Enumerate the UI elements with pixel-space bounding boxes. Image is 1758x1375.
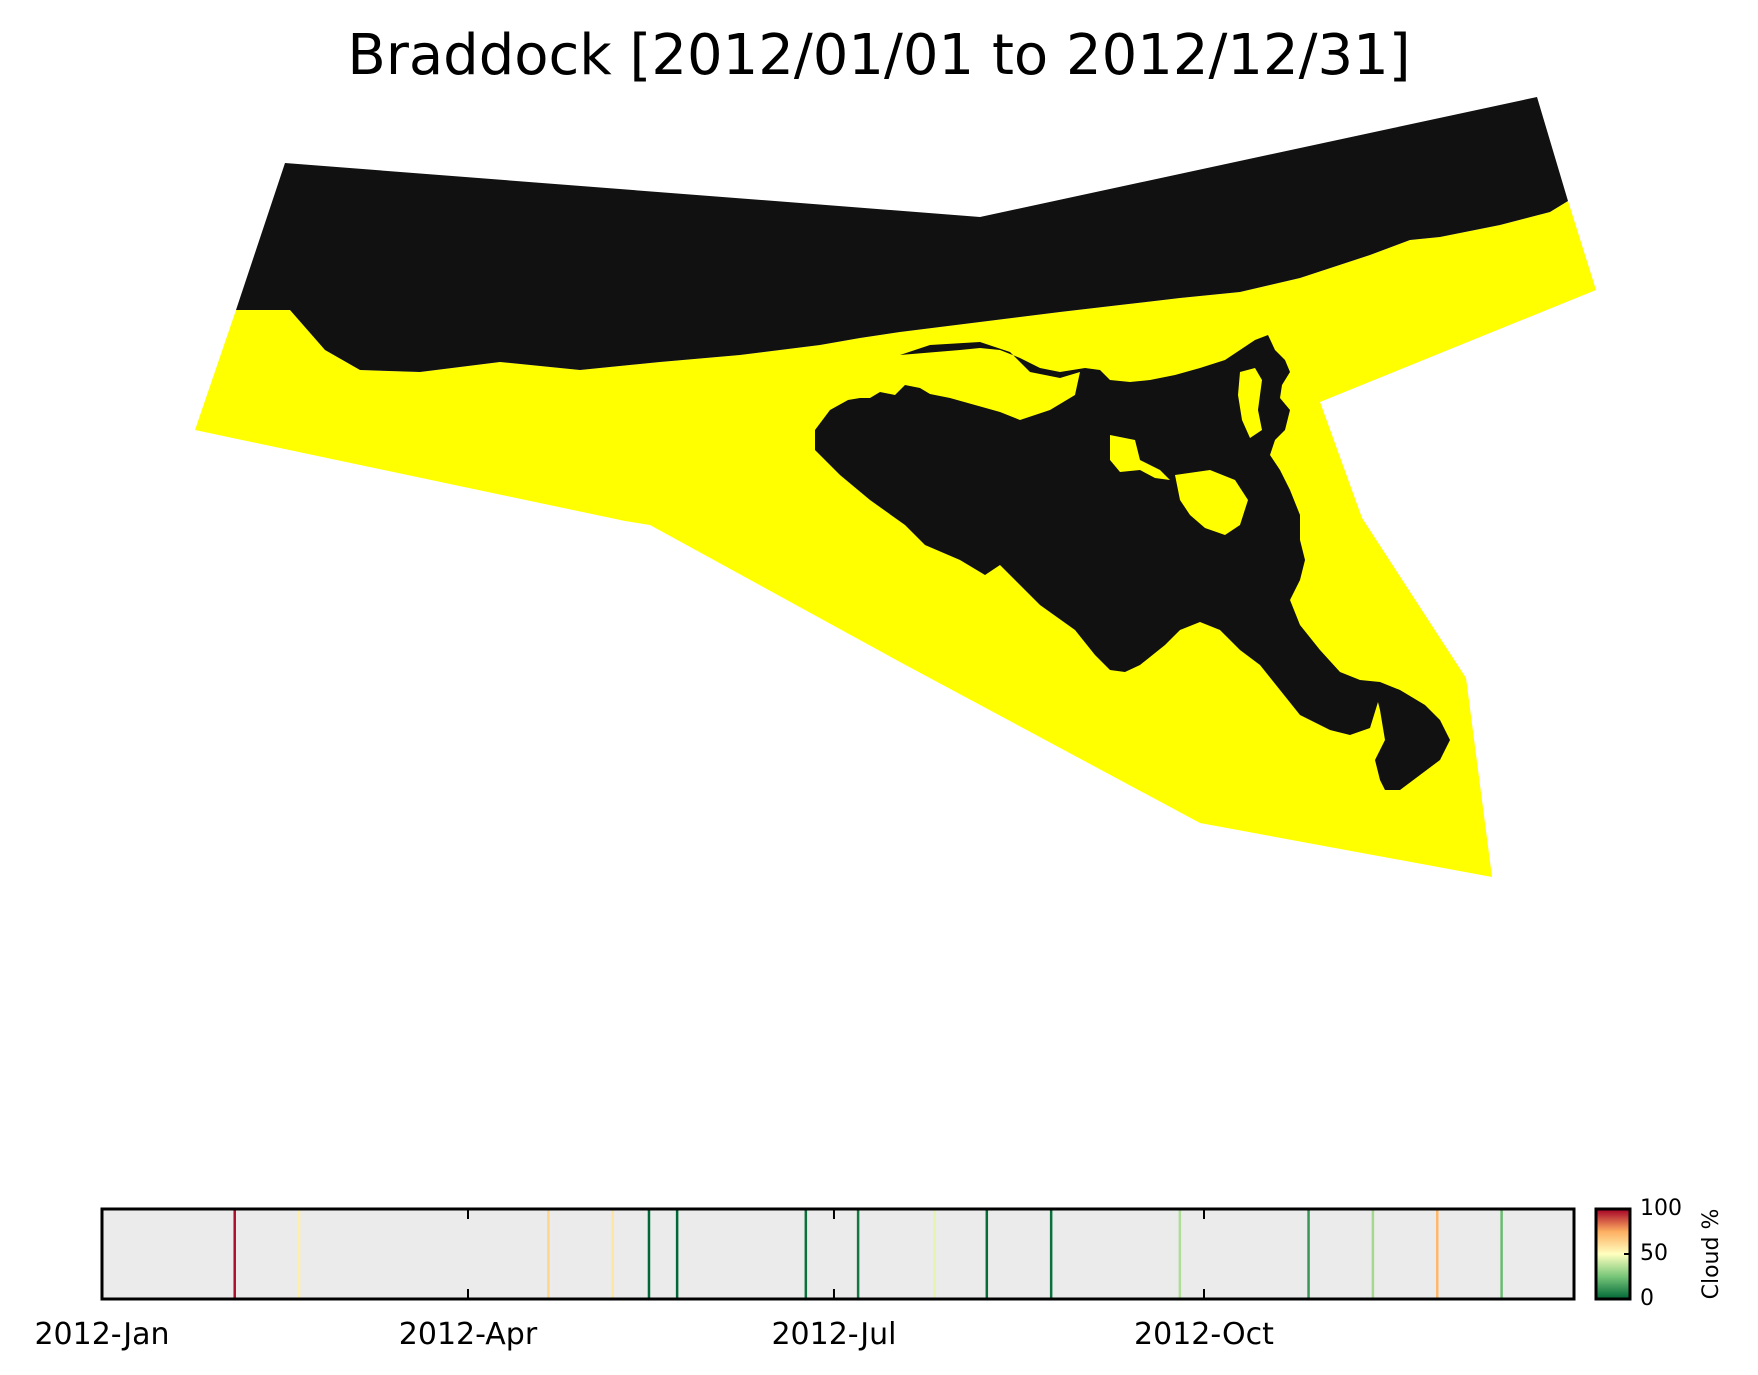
colorbar-label: Cloud %: [1699, 1209, 1724, 1300]
timeline-frame: [100, 1207, 1576, 1301]
timeline-tick-label: 2012-Jul: [771, 1317, 896, 1352]
colorbar-ticks: 0 50 100: [1624, 1196, 1682, 1311]
colorbar-tick-label: 0: [1640, 1286, 1654, 1311]
timeline-tick-label: 2012-Oct: [1134, 1317, 1274, 1352]
timeline-tick-label: 2012-Apr: [399, 1317, 538, 1352]
timeline-tick-label: 2012-Jan: [34, 1317, 169, 1352]
colorbar-tick-label: 100: [1640, 1196, 1682, 1221]
timeline-observations: [233, 1210, 1503, 1298]
colorbar-tick-label: 50: [1640, 1241, 1668, 1266]
timeline-ticks: [101, 1209, 1205, 1299]
land-area-peninsula: [815, 335, 1450, 790]
inner-lake-2: [1175, 470, 1248, 535]
inner-lake-1: [1110, 435, 1170, 480]
timeline-tick-labels: 2012-Jan 2012-Apr 2012-Jul 2012-Oct: [34, 1317, 1274, 1352]
inner-lake-3: [1238, 368, 1262, 438]
land-area-north: [236, 97, 1568, 372]
chart-title: Braddock [2012/01/01 to 2012/12/31]: [347, 23, 1411, 88]
